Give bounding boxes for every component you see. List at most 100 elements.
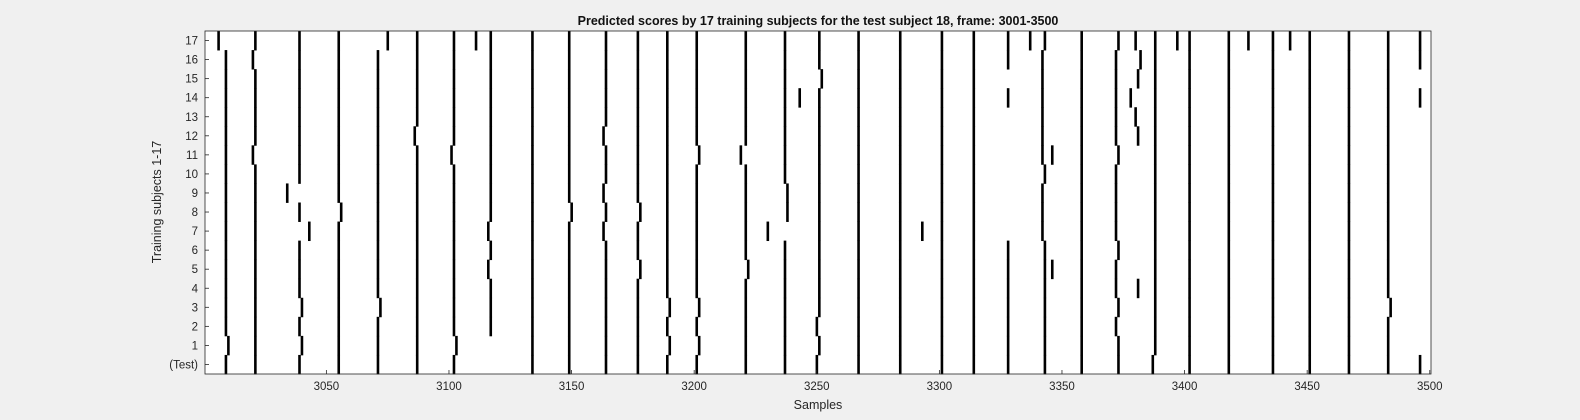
event-mark <box>1041 69 1044 89</box>
event-mark <box>531 164 534 184</box>
event-mark <box>1308 183 1312 203</box>
event-mark <box>1386 335 1390 356</box>
event-mark <box>695 278 699 299</box>
event-mark <box>1271 221 1275 242</box>
event-mark <box>1136 278 1140 299</box>
event-mark <box>1114 183 1118 203</box>
event-mark <box>1043 335 1047 356</box>
event-mark <box>531 31 534 51</box>
event-mark <box>452 126 456 146</box>
event-mark <box>972 107 976 127</box>
event-mark <box>531 259 534 280</box>
event-mark <box>1117 354 1120 375</box>
event-mark <box>489 69 493 89</box>
event-mark <box>972 183 976 203</box>
y-tick-label: 4 <box>192 283 199 295</box>
event-mark <box>1188 335 1191 356</box>
x-tick-label: 3350 <box>1049 381 1075 393</box>
event-mark <box>415 107 419 127</box>
event-mark <box>783 240 787 261</box>
event-mark <box>783 278 787 299</box>
event-mark <box>857 202 860 222</box>
event-mark <box>898 69 902 89</box>
event-mark <box>1227 354 1231 375</box>
event-mark <box>1188 278 1191 299</box>
event-mark <box>415 354 419 375</box>
event-mark <box>818 126 821 146</box>
event-mark <box>567 183 571 203</box>
event-mark <box>1043 31 1047 51</box>
event-mark <box>898 259 902 280</box>
event-mark <box>1153 126 1157 146</box>
event-mark <box>1227 240 1231 261</box>
event-mark <box>1271 297 1275 318</box>
event-mark <box>1347 69 1351 89</box>
event-mark <box>337 50 341 70</box>
event-mark <box>452 316 456 337</box>
event-mark <box>1080 107 1083 127</box>
event-mark <box>857 107 860 127</box>
event-mark <box>1188 107 1191 127</box>
event-mark <box>531 50 534 70</box>
event-mark <box>604 31 608 51</box>
event-mark <box>567 31 571 51</box>
event-mark <box>1080 50 1083 70</box>
event-mark <box>337 145 341 165</box>
event-mark <box>1271 335 1275 356</box>
event-mark <box>1006 278 1010 299</box>
event-mark <box>636 335 640 356</box>
event-mark <box>224 183 228 203</box>
event-mark <box>783 335 787 356</box>
event-mark <box>940 259 944 280</box>
event-mark <box>666 145 669 165</box>
event-mark <box>1347 259 1351 280</box>
event-mark <box>1136 69 1140 89</box>
event-mark <box>415 50 419 70</box>
event-mark <box>337 107 341 127</box>
event-mark <box>744 164 748 184</box>
event-mark <box>1227 335 1231 356</box>
event-mark <box>376 88 380 108</box>
event-mark <box>224 164 228 184</box>
event-mark <box>489 240 493 261</box>
event-mark <box>337 278 341 299</box>
event-mark <box>254 316 257 337</box>
event-mark <box>1080 183 1083 203</box>
x-tick-label: 3050 <box>314 381 340 393</box>
event-mark <box>531 107 534 127</box>
event-mark <box>744 316 748 337</box>
event-mark <box>415 88 419 108</box>
event-mark <box>224 126 228 146</box>
event-mark <box>254 183 257 203</box>
event-mark <box>783 145 787 165</box>
event-mark <box>636 31 640 51</box>
event-mark <box>1386 316 1390 337</box>
event-mark <box>254 335 257 356</box>
event-mark <box>1308 145 1312 165</box>
event-mark <box>376 145 380 165</box>
event-mark <box>452 164 456 184</box>
event-mark <box>224 316 228 337</box>
event-mark <box>217 31 220 51</box>
event-mark <box>1188 50 1191 70</box>
event-mark <box>783 126 787 146</box>
event-mark <box>857 259 860 280</box>
event-mark <box>604 50 608 70</box>
event-mark <box>1188 126 1191 146</box>
event-mark <box>604 164 608 184</box>
y-tick-label: 9 <box>192 188 198 200</box>
event-mark <box>898 183 902 203</box>
event-mark <box>1153 183 1157 203</box>
event-mark <box>337 335 341 356</box>
event-mark <box>695 183 699 203</box>
event-mark <box>744 221 748 242</box>
event-mark <box>254 107 257 127</box>
event-mark <box>744 183 748 203</box>
event-mark <box>1080 69 1083 89</box>
event-mark <box>1389 297 1392 318</box>
event-mark <box>666 183 669 203</box>
event-mark <box>531 354 534 375</box>
event-mark <box>783 164 787 184</box>
x-tick-label: 3400 <box>1172 381 1198 393</box>
